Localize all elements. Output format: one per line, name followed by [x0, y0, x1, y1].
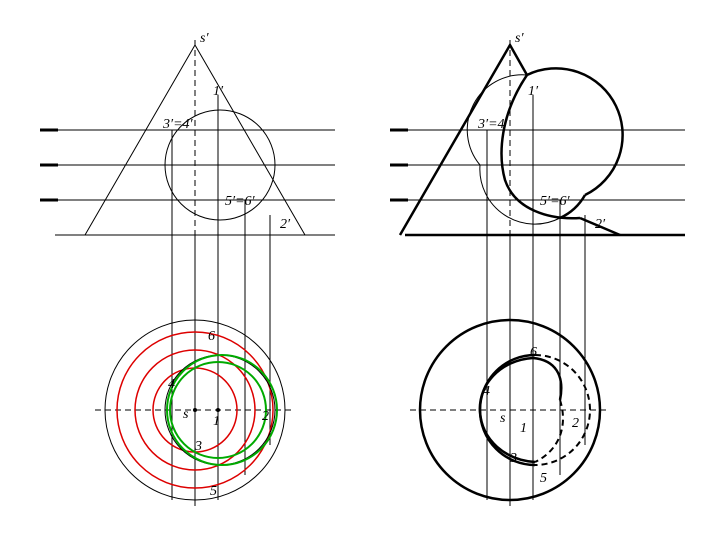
label-5-r: 5 [540, 471, 547, 486]
label-4-r: 4 [483, 384, 490, 399]
label-4: 4 [168, 377, 175, 392]
label-3-r: 3 [509, 451, 517, 466]
left-bottom: s 1 2 3 4 5 6 [95, 310, 295, 510]
left-figure: s′ 1′ 3′=4′ 5′=6′ 2′ s 1 2 3 4 5 6 [40, 31, 335, 510]
right-figure: s′ 1′ 3′=4′ 5′=6′ 2′ s 1 2 3 4 5 6 [390, 31, 685, 510]
left-top: s′ 1′ 3′=4′ 5′=6′ 2′ [40, 31, 335, 500]
label-2: 2 [262, 409, 269, 424]
label-1-r: 1 [520, 421, 527, 436]
label-s-r: s [500, 411, 506, 426]
label-5: 5 [210, 484, 217, 499]
label-s: s [183, 407, 189, 422]
label-56p-r: 5′=6′ [540, 194, 571, 209]
label-s-prime-r: s′ [515, 31, 524, 46]
label-2p-r: 2′ [595, 217, 606, 232]
label-34p: 3′=4′ [162, 117, 194, 132]
label-2-r: 2 [572, 416, 579, 431]
label-2p: 2′ [280, 217, 291, 232]
label-6: 6 [208, 329, 215, 344]
label-1p-r: 1′ [528, 84, 539, 99]
diagram: s′ 1′ 3′=4′ 5′=6′ 2′ s 1 2 3 4 5 6 [0, 0, 720, 540]
label-1: 1 [213, 414, 220, 429]
label-3: 3 [194, 439, 202, 454]
right-bottom: s 1 2 3 4 5 6 [410, 310, 610, 510]
right-top: s′ 1′ 3′=4′ 5′=6′ 2′ [390, 31, 685, 500]
label-56p: 5′=6′ [225, 194, 256, 209]
label-s-prime: s′ [200, 31, 209, 46]
label-6-r: 6 [530, 345, 537, 360]
label-1p: 1′ [213, 84, 224, 99]
label-34p-r: 3′=4′ [477, 117, 509, 132]
